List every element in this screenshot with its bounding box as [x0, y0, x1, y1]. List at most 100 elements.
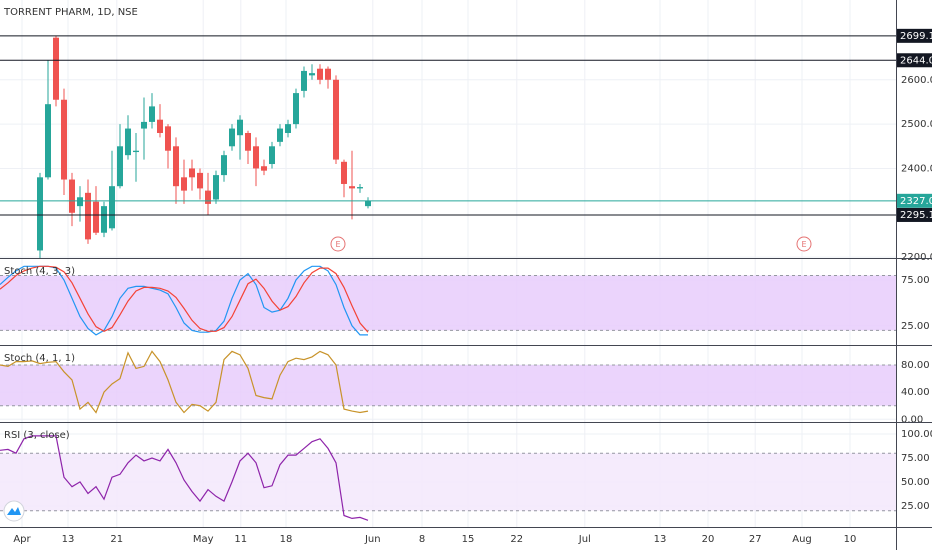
candle-body	[237, 119, 243, 136]
x-tick-label: Jun	[364, 534, 381, 545]
candle-body	[53, 37, 59, 100]
indicator-title: Stoch (4, 1, 1)	[4, 353, 75, 364]
event-label: E	[801, 240, 806, 249]
y-tick-label: 2200.00	[901, 252, 932, 263]
event-marker	[796, 236, 812, 252]
candle-body	[133, 150, 139, 153]
x-tick-label: May	[193, 534, 214, 545]
candle-body	[285, 124, 291, 133]
y-tick-label: 25.00	[901, 501, 930, 512]
y-tick-label: 50.00	[901, 477, 930, 488]
candle-body	[253, 146, 259, 169]
x-tick-label: 20	[702, 534, 715, 545]
band	[0, 453, 896, 511]
x-tick-label: 13	[62, 534, 75, 545]
candle-body	[149, 106, 155, 122]
x-tick-label: Apr	[13, 534, 31, 545]
price-label-box	[897, 28, 932, 43]
price-label-box	[897, 193, 932, 208]
candle-body	[277, 128, 283, 142]
y-tick-label: 40.00	[901, 387, 930, 398]
candle-body	[349, 186, 355, 189]
y-tick-label: 100.00	[901, 429, 932, 440]
candle-body	[157, 119, 163, 133]
indicator-line	[0, 265, 368, 336]
price-label-box	[897, 207, 932, 222]
x-tick-label: 13	[654, 534, 667, 545]
chart-title: TORRENT PHARM, 1D, NSE	[3, 7, 138, 18]
candle-body	[197, 172, 203, 189]
candle-body	[221, 155, 227, 176]
band	[0, 365, 896, 406]
candle-body	[165, 126, 171, 151]
y-tick-label: 0.00	[901, 414, 923, 425]
candle-body	[45, 104, 51, 178]
x-tick-label: 18	[280, 534, 293, 545]
candle-body	[117, 146, 123, 187]
candle-body	[173, 146, 179, 187]
indicator-line	[0, 435, 369, 521]
x-tick-label: 27	[749, 534, 762, 545]
x-tick-label: 10	[844, 534, 857, 545]
event-label: E	[335, 240, 340, 249]
y-tick-label: 75.00	[901, 453, 930, 464]
candle-body	[101, 206, 107, 233]
y-tick-label: 75.00	[901, 275, 930, 286]
indicator-title: Stoch (4, 3, 3)	[4, 266, 75, 277]
candle-body	[93, 201, 99, 233]
x-tick-label: 22	[510, 534, 523, 545]
pane	[0, 435, 896, 521]
y-tick-label: 2600.00	[901, 75, 932, 86]
logo	[3, 500, 25, 522]
pane	[0, 350, 896, 414]
candle-body	[245, 132, 251, 151]
indicator-line	[0, 350, 369, 414]
x-tick-label: 11	[234, 534, 247, 545]
candle-body	[325, 68, 331, 80]
candle-body	[189, 168, 195, 178]
indicator-line	[0, 265, 369, 333]
x-tick-label: 21	[110, 534, 123, 545]
band	[0, 275, 896, 331]
candle-body	[301, 70, 307, 91]
candle-body	[69, 179, 75, 213]
candle-body	[309, 73, 315, 76]
y-tick-label: 25.00	[901, 321, 930, 332]
candle-body	[109, 186, 115, 229]
price-label: 2699.15	[900, 31, 932, 42]
indicator-title: RSI (3, close)	[4, 430, 70, 441]
logo-mark	[7, 507, 21, 515]
y-tick-label: 80.00	[901, 360, 930, 371]
candle-body	[317, 68, 323, 80]
price-label: 2644.05	[900, 55, 932, 66]
candle-body	[181, 177, 187, 191]
candle-body	[205, 190, 211, 204]
y-tick-label: 2500.00	[901, 119, 932, 130]
candle-body	[77, 197, 83, 207]
y-tick-label: 2400.00	[901, 163, 932, 174]
candle-body	[213, 175, 219, 200]
price-label: 2295.10	[900, 210, 932, 221]
candle-body	[357, 187, 363, 189]
price-label-box	[897, 53, 932, 68]
candle-body	[261, 166, 267, 171]
candle-body	[85, 192, 91, 240]
candle-body	[61, 99, 67, 180]
event-marker	[330, 236, 346, 252]
candle-body	[333, 79, 339, 160]
candle-body	[269, 146, 275, 165]
candle-body	[141, 121, 147, 129]
candle-body	[125, 128, 131, 156]
candle-body	[37, 177, 43, 251]
x-tick-label: 8	[419, 534, 425, 545]
candle-body	[365, 200, 371, 207]
candle-body	[229, 128, 235, 147]
x-tick-label: 15	[462, 534, 475, 545]
x-tick-label: Aug	[792, 534, 812, 545]
price-label: 2327.00	[900, 196, 932, 207]
candle-body	[341, 161, 347, 184]
